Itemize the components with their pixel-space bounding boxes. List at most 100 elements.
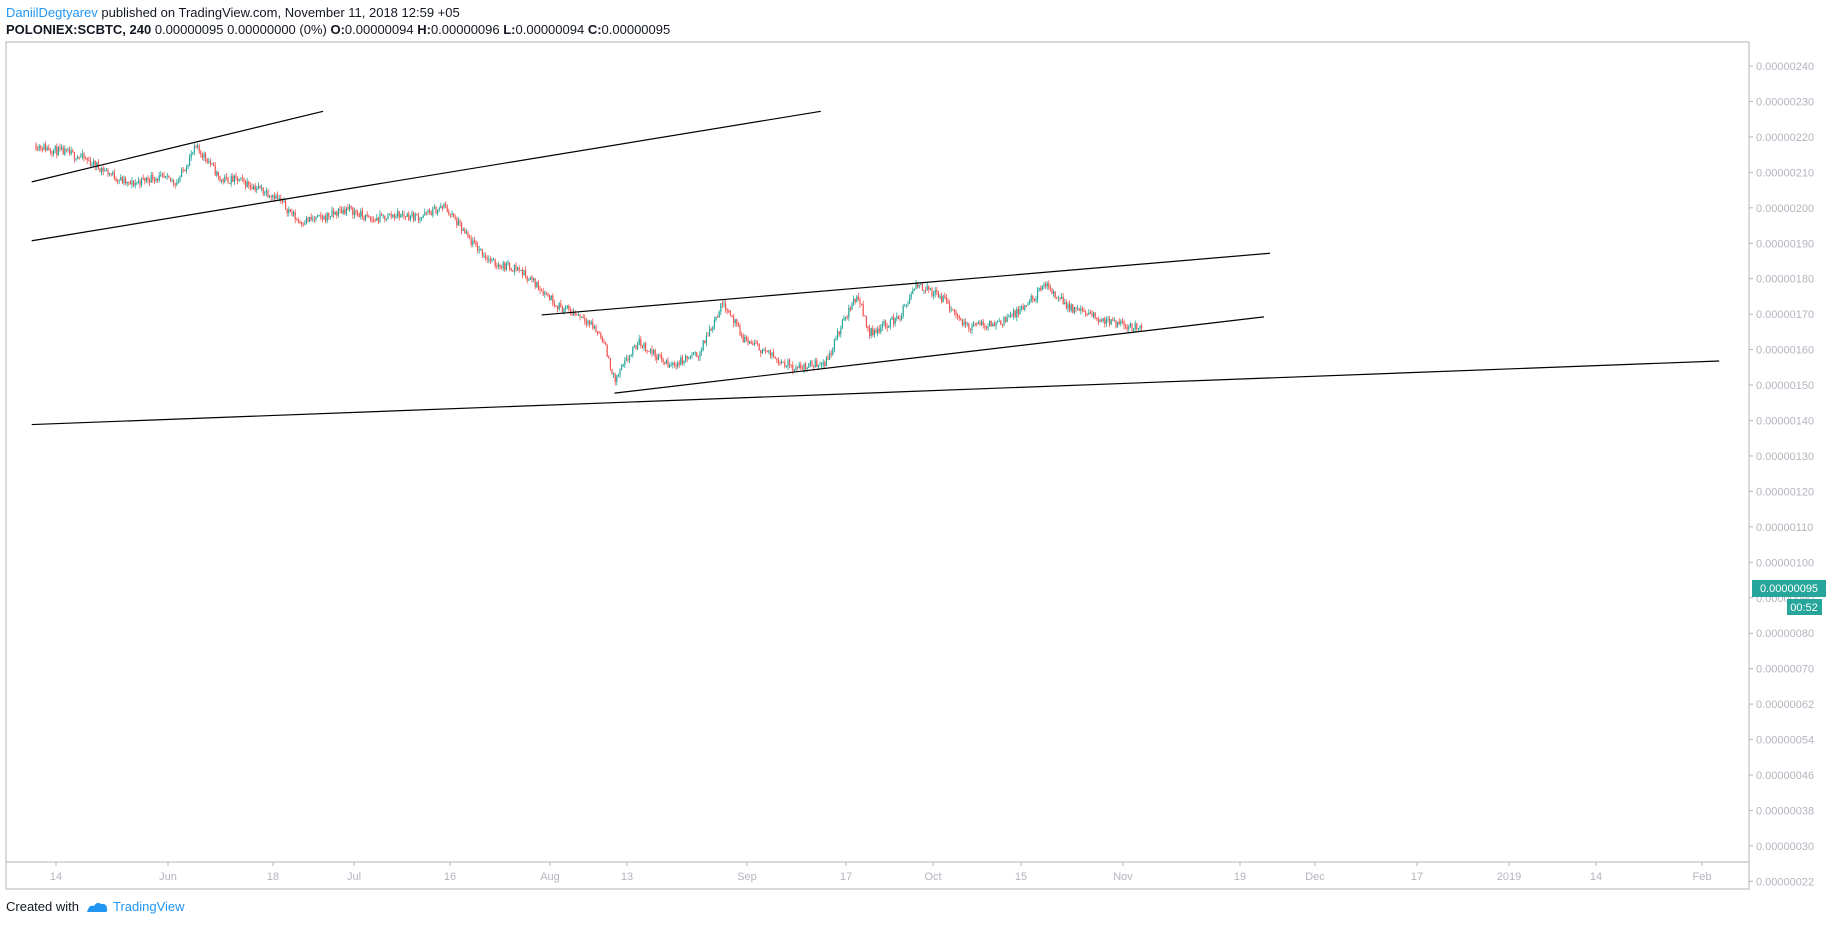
candle-body [571, 312, 573, 316]
candle-body [1009, 315, 1011, 317]
tradingview-link[interactable]: TradingView [112, 899, 185, 914]
candle-body [705, 335, 707, 344]
candle-body [757, 343, 759, 344]
x-tick-label: 17 [840, 871, 852, 883]
candle-body [187, 165, 189, 168]
candle-body [206, 158, 208, 163]
candle-body [257, 186, 259, 189]
candle-body [446, 205, 448, 212]
candle-body [851, 303, 853, 310]
candle-body [768, 350, 770, 352]
candle-body [800, 364, 802, 369]
candle-body [614, 374, 616, 382]
candle-body [1008, 316, 1010, 318]
candle-body [61, 147, 63, 149]
y-tick-label: 0.00000150 [1756, 380, 1814, 392]
candle-body [667, 360, 669, 368]
candle-body [965, 321, 967, 325]
candle-body [889, 319, 891, 327]
candle-body [78, 157, 80, 158]
candle-body [416, 214, 418, 215]
candle-body [1077, 308, 1079, 310]
candle-body [840, 328, 842, 335]
candle-body [869, 328, 871, 336]
candle-body [771, 352, 773, 356]
candle-body [702, 340, 704, 351]
candle-body [1118, 321, 1120, 324]
candle-body [1129, 323, 1131, 327]
candle-body [649, 349, 651, 352]
author-link[interactable]: DaniilDegtyarev [6, 5, 98, 20]
candle-body [725, 303, 727, 310]
candle-body [825, 357, 827, 366]
candle-body [1081, 308, 1083, 311]
candle-body [353, 210, 355, 215]
trendline-upper-channel-2[interactable] [31, 110, 821, 242]
candle-body [880, 327, 882, 332]
candle-body [553, 303, 555, 306]
candle-body [525, 270, 527, 277]
candle-body [264, 192, 266, 194]
candle-body [701, 350, 703, 353]
candle-body [627, 358, 629, 361]
candle-body [929, 288, 931, 290]
candle-body [873, 329, 875, 336]
trendline-long-support[interactable] [31, 360, 1720, 426]
candle-body [843, 318, 845, 320]
candle-body [1048, 283, 1050, 288]
candle-body [733, 316, 735, 323]
candle-body [822, 362, 824, 365]
candle-body [373, 219, 375, 221]
x-tick-label: 13 [621, 871, 633, 883]
candle-body [681, 357, 683, 364]
candle-body [334, 211, 336, 215]
candle-body [139, 180, 141, 185]
y-tick-label: 0.00000170 [1756, 309, 1814, 321]
candle-body [830, 353, 832, 355]
candle-body [249, 185, 251, 188]
candle-body [561, 307, 563, 313]
candle-body [744, 337, 746, 343]
candle-body [997, 321, 999, 323]
trendline-upper-channel-1[interactable] [31, 110, 324, 183]
candle-body [491, 259, 493, 262]
candle-body [262, 187, 264, 194]
candle-body [659, 354, 661, 356]
candle-body [1000, 320, 1002, 325]
candle-body [472, 240, 474, 245]
candle-body [424, 211, 426, 216]
candle-body [710, 329, 712, 331]
trendline-channel-top[interactable] [541, 252, 1271, 316]
candle-body [179, 176, 181, 182]
candle-body [542, 291, 544, 295]
candle-body [721, 303, 723, 305]
candle-body [945, 297, 947, 301]
candle-body [45, 144, 47, 151]
candle-body [955, 311, 957, 315]
candle-body [625, 358, 627, 361]
candle-body [312, 218, 314, 220]
candle-body [734, 319, 736, 323]
candle-body [1001, 324, 1003, 326]
candle-body [369, 216, 371, 220]
candle-body [637, 344, 639, 350]
candle-body [237, 177, 239, 181]
candle-body [885, 321, 887, 327]
publish-text: published on TradingView.com, November 1… [97, 5, 460, 20]
trendlines [31, 110, 1720, 426]
candle-body [763, 350, 765, 352]
trendline-channel-bottom[interactable] [614, 316, 1264, 394]
candle-body [944, 295, 946, 298]
candle-body [286, 208, 288, 213]
candle-body [654, 350, 656, 357]
candle-body [158, 175, 160, 181]
candle-body [606, 344, 608, 357]
candle-body [400, 214, 402, 218]
candle-body [909, 297, 911, 304]
candle-body [38, 145, 40, 150]
candle-body [536, 282, 538, 287]
candle-body [1011, 315, 1013, 316]
y-tick-label: 0.00000100 [1756, 557, 1814, 569]
candle-body [512, 270, 514, 272]
